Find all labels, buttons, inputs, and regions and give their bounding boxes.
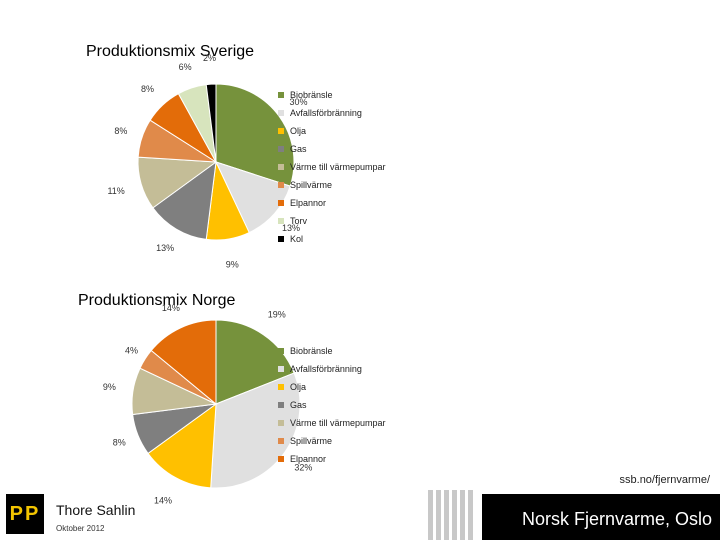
pie-slice-1-olja xyxy=(147,402,217,489)
pie-slice-0-avfallsf-rbr-nning xyxy=(215,161,291,234)
legend-label: Torv xyxy=(290,216,308,226)
legend-item-1-elpannor: Elpannor xyxy=(278,450,386,468)
pie-label-0-elpannor: 8% xyxy=(141,84,154,94)
pie-label-1-spillv-rme: 4% xyxy=(125,345,138,355)
pie-slice-0-biobr-nsle xyxy=(215,83,295,187)
organization-name: Norsk Fjernvarme, Oslo xyxy=(521,509,712,529)
legend-item-0-elpannor: Elpannor xyxy=(278,194,386,212)
legend-swatch xyxy=(278,146,284,152)
legend-swatch xyxy=(278,128,284,134)
legend-swatch xyxy=(278,200,284,206)
legend-label: Gas xyxy=(290,144,307,154)
organization-bar: Norsk Fjernvarme, Oslo xyxy=(482,494,720,540)
legend-label: Olja xyxy=(290,126,307,136)
pie-slice-1-elpannor xyxy=(150,319,217,406)
legend-norge: Biobränsle Avfallsförbränning Olja Gas Värme… xyxy=(278,342,386,468)
legend-item-0-biobr-nsle: Biobränsle xyxy=(278,86,386,104)
legend-label: Spillvärme xyxy=(290,436,333,446)
legend-item-1-olja: Olja xyxy=(278,378,386,396)
legend-swatch xyxy=(278,456,284,462)
pie-label-0-v-rme-till-v-rmepumpar: 11% xyxy=(107,186,124,196)
pie-label-0-gas: 13% xyxy=(156,243,174,253)
pie-label-0-avfallsf-rbr-nning: 13% xyxy=(282,223,300,233)
logo: PP xyxy=(6,494,44,534)
pie-slice-1-avfallsf-rbr-nning xyxy=(210,372,301,489)
legend-label: Elpannor xyxy=(290,198,327,208)
legend-label: Biobränsle xyxy=(290,346,333,356)
legend-swatch xyxy=(278,92,284,98)
pie-slice-1-biobr-nsle xyxy=(215,319,295,405)
chart-title-sverige: Produktionsmix Sverige xyxy=(86,43,255,60)
pie-label-0-kol: 2% xyxy=(203,53,216,63)
legend-swatch xyxy=(278,182,284,188)
legend-swatch xyxy=(278,384,284,390)
pie-label-0-spillv-rme: 8% xyxy=(114,126,127,136)
legend-item-0-olja: Olja xyxy=(278,122,386,140)
legend-label: Värme till värmepumpar xyxy=(290,418,386,428)
legend-label: Elpannor xyxy=(290,454,327,464)
legend-swatch xyxy=(278,420,284,426)
legend-label: Biobränsle xyxy=(290,90,333,100)
legend-swatch xyxy=(278,164,284,170)
decorative-stripes xyxy=(428,490,478,540)
legend-item-0-v-rme-till-v-rmepumpar: Värme till värmepumpar xyxy=(278,158,386,176)
pie-label-0-torv: 6% xyxy=(179,62,192,72)
pie-label-0-biobr-nsle: 30% xyxy=(290,97,308,107)
pie-slice-0-kol xyxy=(205,83,217,163)
legend-label: Avfallsförbränning xyxy=(290,108,362,118)
legend-swatch xyxy=(278,366,284,372)
presenter-name: Thore Sahlin xyxy=(56,502,136,518)
source-url: ssb.no/fjernvarme/ xyxy=(619,474,710,486)
legend-item-1-biobr-nsle: Biobränsle xyxy=(278,342,386,360)
legend-label: Olja xyxy=(290,382,307,392)
pie-label-1-olja: 14% xyxy=(154,495,172,505)
legend-label: Spillvärme xyxy=(290,180,333,190)
pie-label-1-elpannor: 14% xyxy=(162,303,180,313)
pie-slice-0-gas xyxy=(152,160,217,240)
legend-swatch xyxy=(278,236,284,242)
pie-label-0-olja: 9% xyxy=(226,260,239,270)
legend-item-0-gas: Gas xyxy=(278,140,386,158)
legend-item-1-v-rme-till-v-rmepumpar: Värme till värmepumpar xyxy=(278,414,386,432)
legend-swatch xyxy=(278,110,284,116)
pie-label-1-avfallsf-rbr-nning: 32% xyxy=(294,462,312,472)
legend-swatch xyxy=(278,402,284,408)
legend-item-0-spillv-rme: Spillvärme xyxy=(278,176,386,194)
legend-label: Kol xyxy=(290,234,304,244)
legend-label: Värme till värmepumpar xyxy=(290,162,386,172)
legend-swatch xyxy=(278,348,284,354)
pie-label-1-v-rme-till-v-rmepumpar: 9% xyxy=(103,382,116,392)
chart-title-norge: Produktionsmix Norge xyxy=(78,292,236,309)
legend-label: Gas xyxy=(290,400,307,410)
legend-item-0-kol: Kol xyxy=(278,230,386,248)
presenter-block: PP Thore Sahlin Oktober 2012 xyxy=(0,494,200,540)
legend-item-1-gas: Gas xyxy=(278,396,386,414)
legend-item-0-avfallsf-rbr-nning: Avfallsförbränning xyxy=(278,104,386,122)
legend-swatch xyxy=(278,218,284,224)
legend-sverige: Biobränsle Avfallsförbränning Olja Gas Värme… xyxy=(278,86,386,248)
pie-label-1-biobr-nsle: 19% xyxy=(268,310,286,320)
presentation-date: Oktober 2012 xyxy=(56,524,105,533)
legend-swatch xyxy=(278,438,284,444)
pie-label-1-gas: 8% xyxy=(113,437,126,447)
legend-item-0-torv: Torv xyxy=(278,212,386,230)
legend-item-1-avfallsf-rbr-nning: Avfallsförbränning xyxy=(278,360,386,378)
legend-item-1-spillv-rme: Spillvärme xyxy=(278,432,386,450)
legend-label: Avfallsförbränning xyxy=(290,364,362,374)
